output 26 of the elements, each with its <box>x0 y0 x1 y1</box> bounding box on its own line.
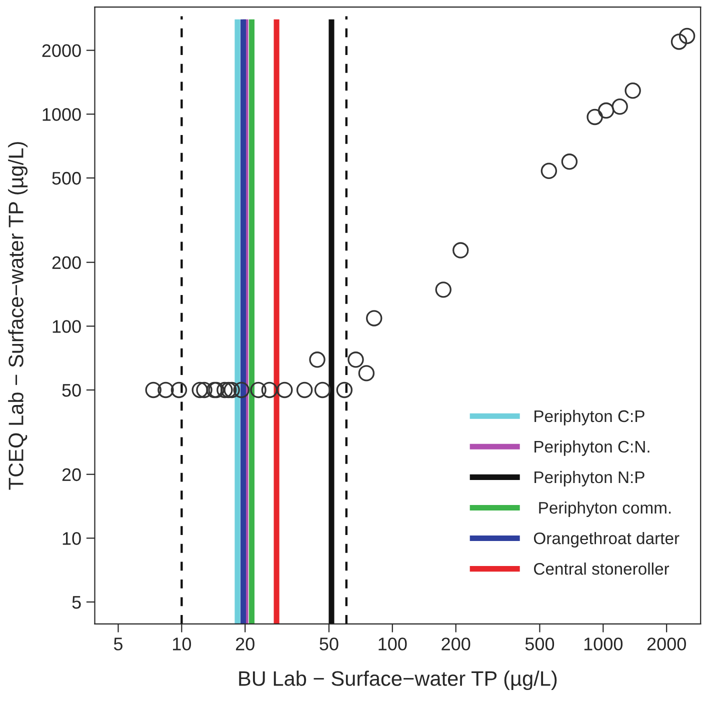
y-tick-label: 1000 <box>42 108 81 121</box>
y-tick-label: 50 <box>62 384 81 397</box>
x-axis-title: BU Lab − Surface−water TP (µg/L) <box>239 670 557 690</box>
y-tick-label: 2000 <box>42 44 81 58</box>
x-tick-label: 50 <box>320 638 338 650</box>
x-tick-label: 10 <box>172 638 191 650</box>
x-tick-label: 20 <box>236 638 254 650</box>
y-tick-label: 200 <box>52 256 81 270</box>
legend-label: Periphyton C:N. <box>534 440 650 456</box>
x-tick-label: 200 <box>442 638 470 650</box>
legend-label: Periphyton N:P <box>534 470 644 486</box>
legend-label: Central stoneroller <box>534 562 670 575</box>
y-axis-title: TCEQ Lab − Surface−water TP (µg/L) <box>8 142 28 490</box>
legend-label: Periphyton C:P <box>534 410 644 426</box>
x-tick-label: 2000 <box>647 638 686 650</box>
x-tick-label: 1000 <box>584 638 623 650</box>
x-tick-label: 100 <box>378 638 407 650</box>
x-tick-label: 5 <box>114 638 122 650</box>
y-tick-label: 500 <box>52 172 81 185</box>
y-tick-label: 10 <box>62 532 81 545</box>
y-tick-label: 100 <box>52 320 81 333</box>
legend-label: Periphyton comm. <box>539 501 671 518</box>
x-tick-label: 500 <box>525 638 554 650</box>
y-tick-label: 5 <box>72 596 81 609</box>
y-tick-label: 20 <box>62 468 81 482</box>
legend-label: Orangethroat darter <box>534 532 680 548</box>
